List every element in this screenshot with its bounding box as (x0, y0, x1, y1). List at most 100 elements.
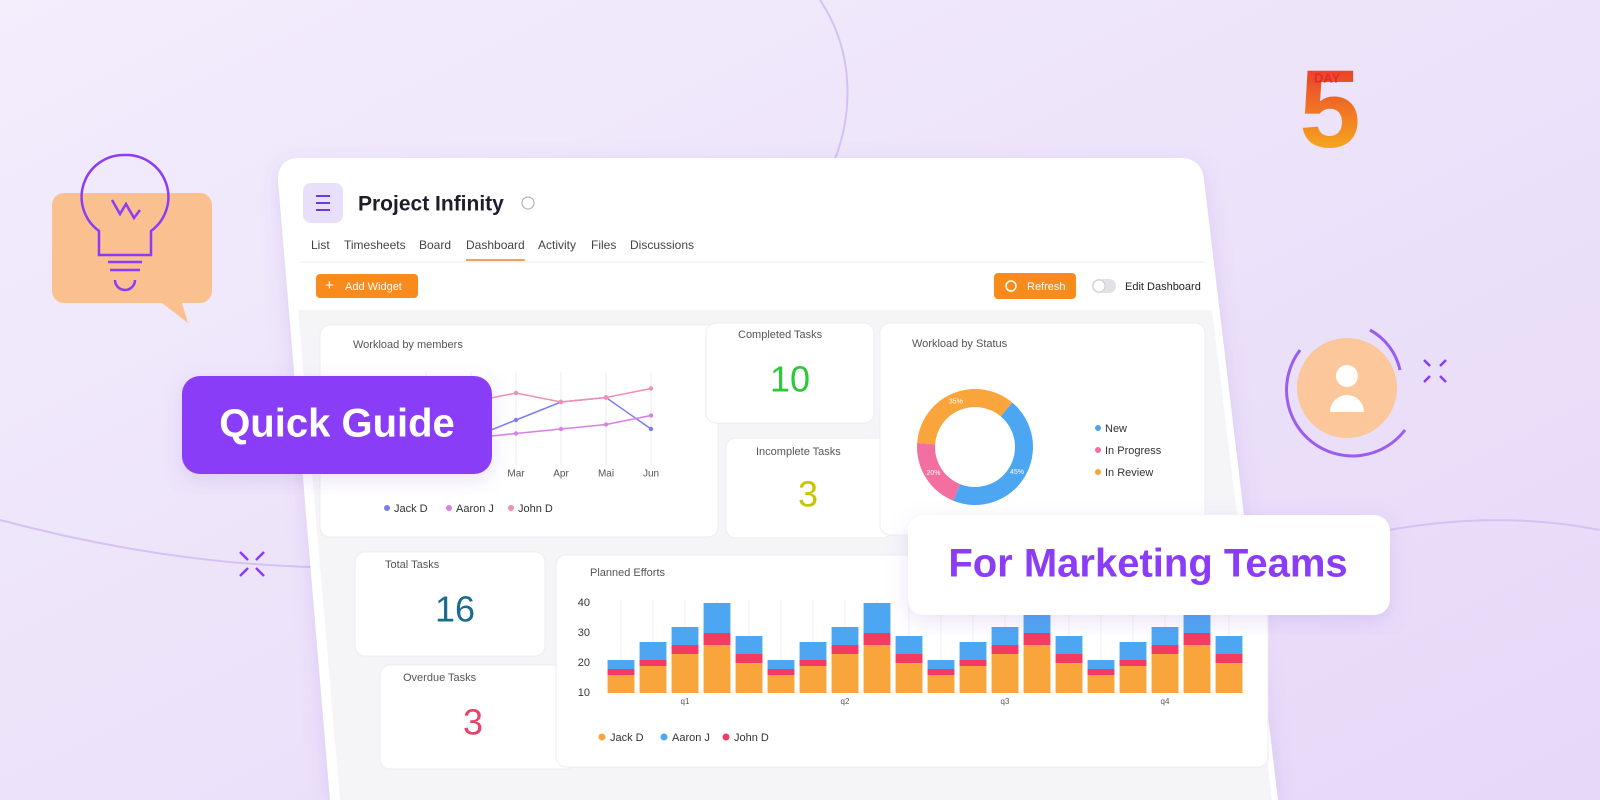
svg-text:+: + (325, 277, 334, 294)
widget-title: Workload by Status (912, 338, 1008, 350)
refresh-button[interactable]: Refresh (994, 273, 1076, 299)
logo-text: DAY (1314, 70, 1341, 85)
bar-segment (1023, 633, 1051, 645)
legend-marker (1095, 425, 1101, 431)
widget-card (705, 322, 875, 424)
tab[interactable]: Activity (538, 238, 576, 252)
bar-segment (1151, 627, 1179, 645)
tab[interactable]: List (311, 238, 330, 252)
bar-segment (799, 642, 827, 660)
bar-segment (831, 645, 859, 654)
bar-segment (607, 675, 635, 693)
bar-segment (991, 645, 1019, 654)
bar-segment (959, 642, 987, 660)
line-point (603, 395, 609, 400)
line-point (513, 390, 519, 396)
line-point (603, 422, 609, 427)
y-tick-label: 30 (578, 627, 590, 639)
bar-segment (1215, 663, 1243, 693)
bar-segment (927, 675, 955, 693)
bar-segment (671, 627, 699, 645)
bar-segment (991, 654, 1019, 693)
tab[interactable]: Files (591, 238, 616, 252)
legend-marker (1095, 447, 1101, 453)
project-icon-glyph (316, 195, 330, 211)
bar-segment (767, 675, 795, 693)
legend-label: Jack D (394, 503, 428, 515)
donut-segment (917, 389, 1013, 445)
bar-segment (1119, 660, 1147, 666)
bar-segment (703, 645, 731, 693)
bar-segment (1183, 633, 1211, 645)
bar-segment (639, 660, 667, 666)
y-tick-label: 10 (578, 687, 590, 699)
data-label: 35% (949, 399, 963, 406)
legend-marker (722, 733, 730, 741)
button-label: Add Widget (345, 281, 402, 293)
bar-segment (1119, 642, 1147, 660)
bar-segment (703, 633, 731, 645)
status-icon[interactable] (521, 196, 535, 210)
bar-segment (895, 654, 923, 663)
legend-label: Jack D (610, 732, 644, 744)
legend-marker (1095, 469, 1101, 475)
legend-label: Aaron J (672, 732, 710, 744)
bar-segment (735, 654, 763, 663)
edit-dashboard-toggle[interactable]: Edit Dashboard (1092, 279, 1201, 293)
bar-segment (1183, 645, 1211, 693)
bar-segment (1215, 654, 1243, 663)
bar-segment (959, 660, 987, 666)
legend-label: John D (734, 732, 769, 744)
x-tick-label: q4 (1161, 697, 1170, 706)
bar-segment (1215, 636, 1243, 654)
widget-title: Total Tasks (385, 559, 440, 571)
y-tick-label: 20 (578, 657, 590, 669)
lightbulb-illustration (52, 153, 212, 323)
bar-segment (799, 660, 827, 666)
legend-marker (384, 505, 390, 511)
x-tick-label: Mai (598, 469, 614, 480)
tab[interactable]: Timesheets (344, 238, 406, 252)
bar-segment (671, 645, 699, 654)
legend-label: In Review (1105, 467, 1153, 479)
add-widget-button[interactable]: + Add Widget (316, 274, 418, 298)
bar-segment (863, 645, 891, 693)
x-tick-label: q2 (841, 697, 850, 706)
legend-marker (508, 505, 514, 511)
kpi-value: 3 (463, 702, 483, 743)
widget-title: Incomplete Tasks (756, 446, 841, 458)
logo-number: 5 (1299, 48, 1360, 171)
bar-segment (831, 654, 859, 693)
legend-label: New (1105, 423, 1127, 435)
bar-segment (735, 636, 763, 654)
bar-segment (1087, 660, 1115, 669)
bar-segment (703, 603, 731, 633)
bar-segment (831, 627, 859, 645)
x-tick-label: Apr (553, 469, 569, 480)
button-label: Refresh (1027, 281, 1066, 293)
widget-card (354, 551, 546, 657)
tab[interactable]: Dashboard (466, 238, 525, 252)
bar-segment (735, 663, 763, 693)
bar-segment (1055, 636, 1083, 654)
line-point (648, 426, 654, 432)
bar-segment (799, 666, 827, 693)
charts: Mar Apr Mai Jun Jack D Aaron J John D 45% New 20%… (384, 259, 1243, 744)
x-tick-label: Jun (643, 469, 659, 480)
legend-label: Aaron J (456, 503, 494, 515)
quick-guide-badge: Quick Guide (182, 376, 492, 474)
legend-label: In Progress (1105, 445, 1162, 457)
tab[interactable]: Board (419, 238, 451, 252)
widget-title: Completed Tasks (738, 329, 823, 341)
banner-subtitle: For Marketing Teams (948, 542, 1347, 586)
line-point (558, 399, 564, 405)
widget-title: Planned Efforts (590, 567, 666, 579)
logo: 5 DAY (1299, 48, 1360, 171)
widget-title: Overdue Tasks (403, 672, 477, 684)
legend-marker (446, 505, 452, 511)
bar-segment (1151, 645, 1179, 654)
tab[interactable]: Discussions (630, 238, 694, 252)
bar-segment (991, 627, 1019, 645)
